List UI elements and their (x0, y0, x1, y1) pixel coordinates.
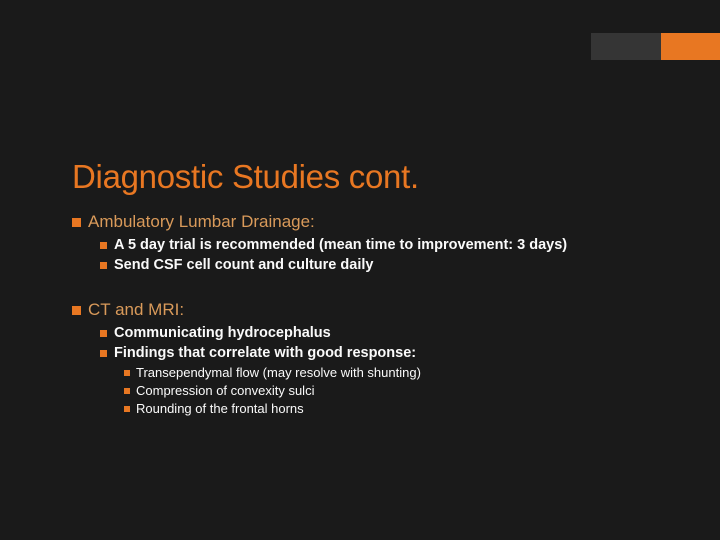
sub-list-item: Compression of convexity sulci (124, 383, 680, 399)
list-item-text: Findings that correlate with good respon… (114, 344, 416, 362)
section-heading-text: Ambulatory Lumbar Drainage: (88, 212, 315, 232)
list-item: Findings that correlate with good respon… (100, 344, 680, 362)
bullet-square-icon (100, 242, 107, 249)
bullet-square-icon (72, 306, 81, 315)
slide-title: Diagnostic Studies cont. (72, 158, 680, 196)
sub-list-item-text: Transependymal flow (may resolve with sh… (136, 365, 421, 381)
list-item: A 5 day trial is recommended (mean time … (100, 236, 680, 254)
bullet-square-icon (72, 218, 81, 227)
accent-orange-segment (661, 33, 720, 60)
bullet-square-icon (100, 350, 107, 357)
bullet-square-icon (100, 262, 107, 269)
section-heading: CT and MRI: (72, 300, 680, 320)
bullet-square-icon (124, 370, 130, 376)
list-item-text: Send CSF cell count and culture daily (114, 256, 373, 274)
sub-list-item: Transependymal flow (may resolve with sh… (124, 365, 680, 381)
sub-list-item-text: Compression of convexity sulci (136, 383, 314, 399)
sub-list-item-text: Rounding of the frontal horns (136, 401, 304, 417)
list-item-text: Communicating hydrocephalus (114, 324, 331, 342)
bullet-square-icon (124, 406, 130, 412)
section-heading: Ambulatory Lumbar Drainage: (72, 212, 680, 232)
bullet-square-icon (100, 330, 107, 337)
bullet-square-icon (124, 388, 130, 394)
section-heading-text: CT and MRI: (88, 300, 184, 320)
list-item: Communicating hydrocephalus (100, 324, 680, 342)
accent-dark-segment (591, 33, 661, 60)
list-item: Send CSF cell count and culture daily (100, 256, 680, 274)
sub-list-item: Rounding of the frontal horns (124, 401, 680, 417)
slide-content: Diagnostic Studies cont. Ambulatory Lumb… (72, 158, 680, 419)
accent-bar (591, 33, 720, 60)
list-item-text: A 5 day trial is recommended (mean time … (114, 236, 567, 254)
